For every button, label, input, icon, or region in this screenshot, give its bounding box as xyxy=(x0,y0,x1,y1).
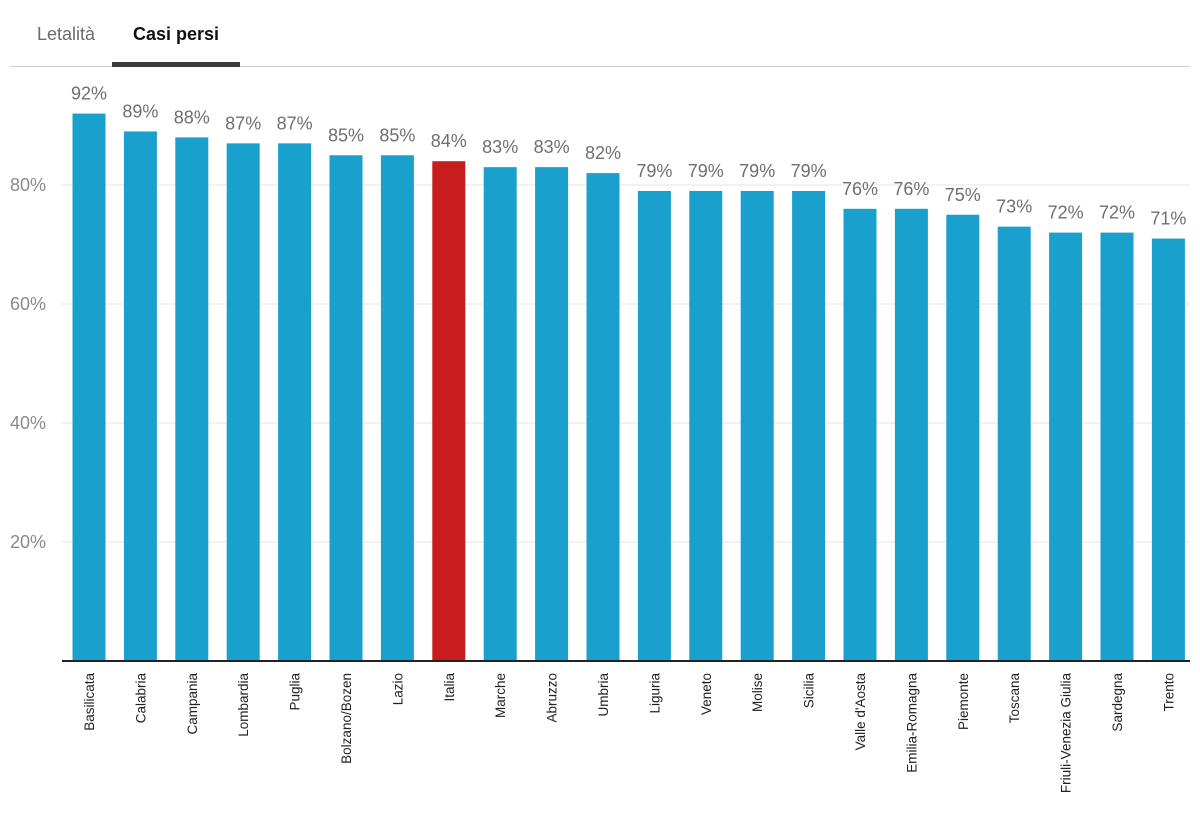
value-label: 89% xyxy=(122,101,158,121)
bar-molise xyxy=(740,190,774,661)
bar-calabria xyxy=(123,131,157,661)
value-label: 79% xyxy=(791,161,827,181)
bar-sardegna xyxy=(1100,232,1134,661)
y-tick-label: 60% xyxy=(10,294,46,314)
y-tick-label: 40% xyxy=(10,413,46,433)
bar-piemonte xyxy=(946,214,980,661)
active-tab-indicator xyxy=(112,62,240,67)
value-label: 87% xyxy=(225,113,261,133)
bar-bolzano-bozen xyxy=(329,155,363,661)
x-tick-label: Abruzzo xyxy=(545,673,560,723)
value-label: 79% xyxy=(739,161,775,181)
value-label: 85% xyxy=(379,125,415,145)
x-tick-label: Puglia xyxy=(288,673,303,711)
bar-campania xyxy=(175,137,209,661)
bar-valle-d-aosta xyxy=(843,208,877,662)
tab-bar: Letalità Casi persi xyxy=(10,0,1190,67)
tab-letalita[interactable]: Letalità xyxy=(16,24,116,66)
value-label: 72% xyxy=(1099,203,1135,223)
tab-letalita-label: Letalità xyxy=(36,24,96,44)
x-tick-label: Campania xyxy=(185,673,200,735)
value-label: 75% xyxy=(945,185,981,205)
bar-veneto xyxy=(689,190,723,661)
bar-chart: 20% 40% 60% 80% 92% Basilicata 89% Calabria 88% C… xyxy=(10,84,1190,794)
y-tick-label: 80% xyxy=(10,175,46,195)
bar-trento xyxy=(1151,238,1185,662)
value-label: 83% xyxy=(482,137,518,157)
value-label: 76% xyxy=(893,179,929,199)
x-tick-label: Trento xyxy=(1161,673,1176,712)
value-label: 88% xyxy=(174,107,210,127)
x-tick-label: Lazio xyxy=(390,673,405,705)
tab-casi-persi[interactable]: Casi persi xyxy=(112,24,240,67)
value-label: 92% xyxy=(71,84,107,104)
x-tick-label: Liguria xyxy=(647,673,662,714)
bar-toscana xyxy=(997,226,1031,661)
x-tick-label: Bolzano/Bozen xyxy=(339,673,354,764)
x-tick-label: Friuli-Venezia Giulia xyxy=(1059,673,1074,794)
x-tick-label: Marche xyxy=(493,673,508,718)
x-tick-label: Calabria xyxy=(133,673,148,724)
bar-liguria xyxy=(637,190,671,661)
x-tick-label: Emilia-Romagna xyxy=(904,673,919,773)
x-tick-label: Molise xyxy=(750,673,765,712)
x-tick-label: Umbria xyxy=(596,673,611,717)
tab-casi-persi-label: Casi persi xyxy=(132,24,220,44)
y-tick-label: 20% xyxy=(10,532,46,552)
bar-lombardia xyxy=(226,143,260,662)
x-tick-label: Sicilia xyxy=(802,673,817,709)
x-tick-label: Italia xyxy=(442,673,457,702)
bar-abruzzo xyxy=(535,167,569,661)
x-tick-label: Sardegna xyxy=(1110,673,1125,732)
x-tick-label: Toscana xyxy=(1007,673,1022,724)
value-label: 79% xyxy=(636,161,672,181)
value-label: 72% xyxy=(1048,203,1084,223)
x-tick-label: Basilicata xyxy=(82,673,97,731)
bar-basilicata xyxy=(72,113,106,662)
value-label: 84% xyxy=(431,131,467,151)
bar-marche xyxy=(483,167,517,661)
bar-italia xyxy=(432,161,466,661)
bar-puglia xyxy=(278,143,312,662)
x-tick-label: Valle d'Aosta xyxy=(853,673,868,751)
value-label: 87% xyxy=(277,113,313,133)
value-label: 73% xyxy=(996,197,1032,217)
bar-friuli-venezia-giulia xyxy=(1049,232,1083,661)
bar-lazio xyxy=(380,155,414,661)
value-label: 79% xyxy=(688,161,724,181)
bar-emilia-romagna xyxy=(894,208,928,662)
x-tick-label: Veneto xyxy=(699,673,714,715)
bar-umbria xyxy=(586,173,620,661)
bar-sicilia xyxy=(792,190,826,661)
x-tick-label: Piemonte xyxy=(956,673,971,730)
value-label: 82% xyxy=(585,143,621,163)
value-label: 83% xyxy=(534,137,570,157)
x-tick-label: Lombardia xyxy=(236,673,251,737)
value-label: 76% xyxy=(842,179,878,199)
value-label: 71% xyxy=(1150,209,1186,229)
value-label: 85% xyxy=(328,125,364,145)
